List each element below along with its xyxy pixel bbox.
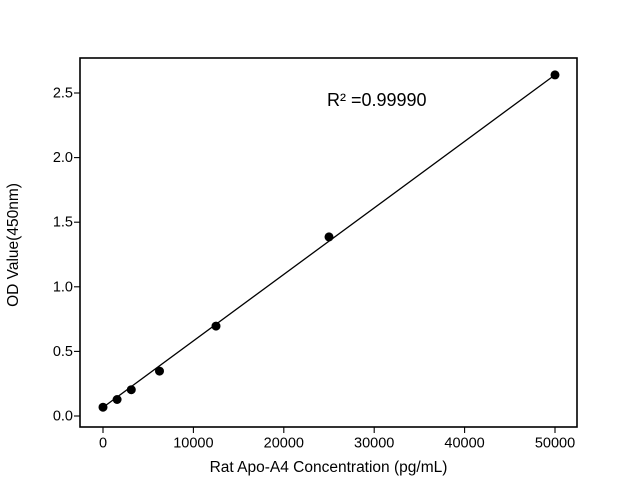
svg-text:30000: 30000 xyxy=(354,436,394,452)
svg-text:1.5: 1.5 xyxy=(53,215,73,231)
svg-text:1.0: 1.0 xyxy=(53,279,73,295)
svg-text:R² =0.99990: R² =0.99990 xyxy=(327,90,427,110)
svg-text:40000: 40000 xyxy=(444,436,484,452)
svg-text:2.0: 2.0 xyxy=(53,150,73,166)
svg-text:0.5: 0.5 xyxy=(53,344,73,360)
svg-text:Rat Apo-A4 Concentration (pg/m: Rat Apo-A4 Concentration (pg/mL) xyxy=(210,459,448,476)
svg-text:2.5: 2.5 xyxy=(53,86,73,102)
svg-text:0: 0 xyxy=(99,436,107,452)
svg-text:50000: 50000 xyxy=(535,436,575,452)
svg-text:20000: 20000 xyxy=(264,436,304,452)
svg-text:OD Value(450nm): OD Value(450nm) xyxy=(5,183,22,307)
svg-text:0.0: 0.0 xyxy=(53,409,73,425)
svg-text:10000: 10000 xyxy=(173,436,213,452)
